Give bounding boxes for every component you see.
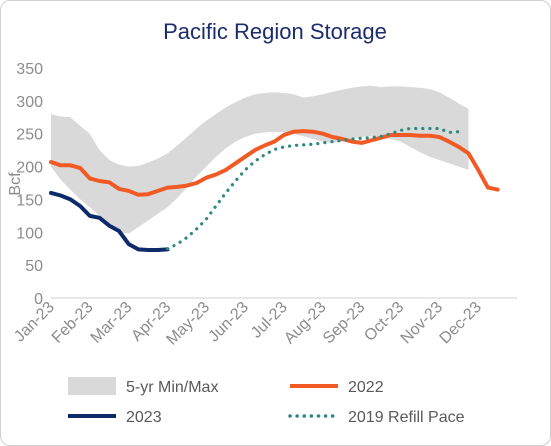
legend-item-minmax: 5-yr Min/Max: [68, 377, 218, 396]
x-tick-label: Sep-23: [320, 299, 369, 348]
y-tick-label: 300: [16, 94, 43, 111]
series-2022-line: [49, 129, 500, 197]
x-axis-ticks: Jan-23Feb-23Mar-23Apr-23May-23Jun-23Jul-…: [11, 299, 485, 349]
legend-item-2023: 2023: [68, 409, 162, 426]
x-tick-label: May-23: [163, 299, 213, 349]
x-tick-label: Jun-23: [205, 299, 252, 346]
band-minmax: [51, 85, 469, 234]
legend-swatch-minmax: [68, 377, 116, 395]
series-layer: [49, 126, 500, 252]
y-tick-label: 350: [16, 61, 43, 78]
x-tick-label: Dec-23: [437, 299, 486, 348]
band-layer: [51, 85, 469, 234]
x-tick-label: Mar-23: [88, 299, 136, 347]
y-tick-label: 0: [34, 291, 43, 308]
y-tick-label: 150: [16, 192, 43, 209]
y-axis-label: Bcf: [7, 172, 24, 196]
y-tick-label: 50: [25, 258, 43, 275]
y-tick-label: 100: [16, 225, 43, 242]
x-tick-label: Aug-23: [281, 299, 330, 348]
legend-label-2022: 2022: [348, 379, 384, 396]
legend-label-refill: 2019 Refill Pace: [348, 409, 465, 426]
series-2019-refill-pace-line: [165, 126, 461, 251]
legend-label-2023: 2023: [126, 409, 162, 426]
y-axis-ticks: 0 50 100 150 200 250 300 350: [16, 61, 43, 308]
x-tick-label: Feb-23: [49, 299, 97, 347]
legend-item-refill: 2019 Refill Pace: [288, 409, 465, 426]
x-tick-label: Nov-23: [398, 299, 447, 348]
legend-label-minmax: 5-yr Min/Max: [126, 379, 218, 396]
series-2023-line: [49, 190, 170, 252]
chart-title: Pacific Region Storage: [163, 19, 387, 44]
y-tick-label: 200: [16, 160, 43, 177]
legend-item-2022: 2022: [290, 379, 384, 396]
legend: 5-yr Min/Max 2022 2023 2019 Refill Pace: [68, 377, 465, 426]
y-tick-label: 250: [16, 127, 43, 144]
